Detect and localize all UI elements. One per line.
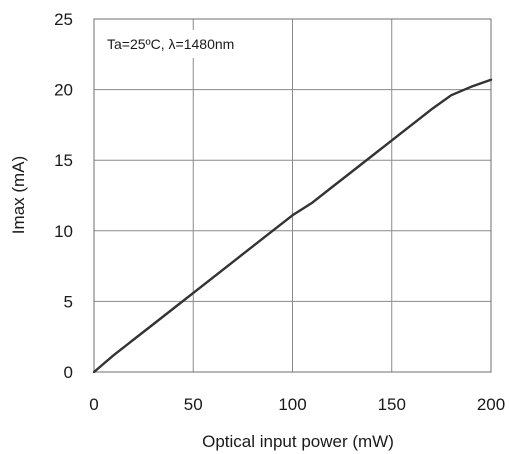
x-tick-label: 100 bbox=[278, 395, 306, 414]
grid bbox=[94, 19, 491, 372]
x-tick-label: 0 bbox=[89, 395, 98, 414]
x-tick-label: 50 bbox=[184, 395, 203, 414]
y-axis-title: Imax (mA) bbox=[9, 156, 28, 234]
annotation-box bbox=[101, 30, 279, 58]
plot-area-frame bbox=[93, 18, 492, 373]
y-tick-label: 20 bbox=[54, 81, 73, 100]
y-axis-ticks: 0 5 10 15 20 25 bbox=[54, 10, 73, 382]
x-tick-label: 200 bbox=[477, 395, 505, 414]
y-tick-label: 15 bbox=[54, 151, 73, 170]
y-tick-label: 0 bbox=[64, 363, 73, 382]
series-line bbox=[92, 78, 493, 374]
y-tick-label: 5 bbox=[64, 292, 73, 311]
x-tick-label: 150 bbox=[378, 395, 406, 414]
annotation-text: Ta=25ºC, λ=1480nm bbox=[107, 36, 234, 52]
series-layer bbox=[92, 78, 493, 374]
x-axis-ticks: 0 50 100 150 200 bbox=[89, 395, 505, 414]
y-tick-label: 10 bbox=[54, 222, 73, 241]
y-tick-label: 25 bbox=[54, 10, 73, 29]
x-axis-title: Optical input power (mW) bbox=[202, 432, 394, 451]
